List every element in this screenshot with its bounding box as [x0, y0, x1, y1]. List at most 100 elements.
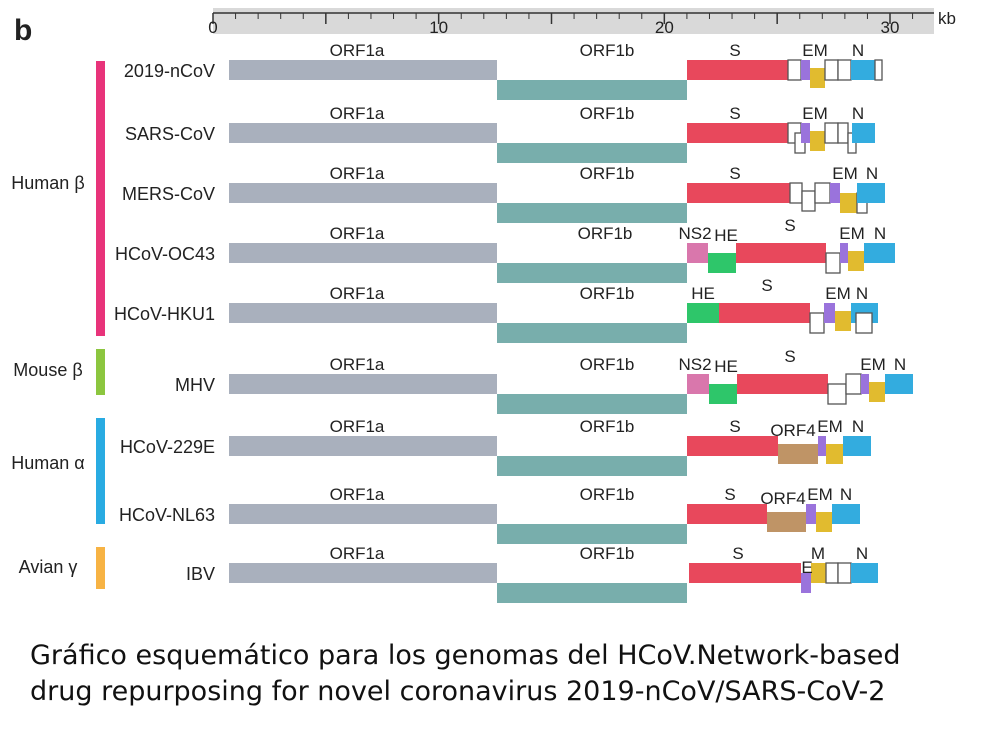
- gene-segment-m-hcov-nl63: [816, 512, 832, 532]
- gene-segment-accessory-hcov-hku1: [809, 312, 825, 334]
- gene-segment-e-mers-cov: [830, 183, 840, 203]
- gene-segment-orf1b-hcov-hku1: [497, 323, 687, 343]
- gene-label-s-hcov-oc43: S: [784, 216, 795, 235]
- gene-segment-e-hcov-nl63: [806, 504, 816, 524]
- gene-label-orf1b-2019-ncov: ORF1b: [580, 41, 635, 60]
- gene-segment-m-ibv: [811, 563, 826, 583]
- gene-segment-s-hcov-nl63: [687, 504, 767, 524]
- gene-segment-accessory-ibv: [837, 562, 852, 584]
- scale-tick-label: 0: [208, 18, 217, 37]
- gene-segment-m-hcov-oc43: [848, 251, 864, 271]
- gene-label-em-sars-cov: EM: [802, 104, 828, 123]
- gene-segment-e-hcov-229e: [818, 436, 826, 456]
- gene-segment-accessory-mers-cov: [801, 190, 816, 212]
- gene-segment-n-hcov-nl63: [832, 504, 860, 524]
- gene-label-s-mhv: S: [784, 347, 795, 366]
- gene-label-s-hcov-hku1: S: [761, 276, 772, 295]
- gene-segment-accessory-2019-ncov: [787, 59, 802, 81]
- group-bar-mouse: [96, 349, 105, 395]
- gene-segment-orf1a-hcov-hku1: [229, 303, 497, 323]
- genome-label-ibv: IBV: [186, 564, 215, 584]
- gene-segment-he-hcov-hku1: [687, 303, 719, 323]
- gene-label-m-ibv: M: [811, 544, 825, 563]
- gene-label-orf1a-ibv: ORF1a: [330, 544, 385, 563]
- gene-segment-orf1a-ibv: [229, 563, 497, 583]
- gene-segment-accessory-hcov-oc43: [825, 252, 841, 274]
- gene-label-n-hcov-nl63: N: [840, 485, 852, 504]
- group-label-mouse: Mouse β: [13, 360, 82, 380]
- gene-segment-s-hcov-oc43: [736, 243, 826, 263]
- gene-segment-orf1a-2019-ncov: [229, 60, 497, 80]
- gene-segment-e-hcov-oc43: [840, 243, 848, 263]
- scale-bar-band: [213, 8, 934, 34]
- gene-label-orf1a-hcov-nl63: ORF1a: [330, 485, 385, 504]
- gene-label-n-mhv: N: [894, 355, 906, 374]
- gene-label-s-mers-cov: S: [729, 164, 740, 183]
- gene-label-n-mers-cov: N: [866, 164, 878, 183]
- gene-label-em-2019-ncov: EM: [802, 41, 828, 60]
- gene-segment-accessory-hcov-hku1: [855, 312, 873, 334]
- gene-label-n-sars-cov: N: [852, 104, 864, 123]
- gene-segment-s-sars-cov: [687, 123, 788, 143]
- gene-label-orf1b-sars-cov: ORF1b: [580, 104, 635, 123]
- panel-letter: b: [14, 14, 33, 47]
- gene-segment-orf1a-hcov-oc43: [229, 243, 497, 263]
- group-bar-human: [96, 418, 105, 524]
- gene-label-orf1a-sars-cov: ORF1a: [330, 104, 385, 123]
- gene-label-e-ibv: E: [801, 558, 812, 577]
- scale-tick-label: 20: [655, 18, 674, 37]
- gene-label-s-hcov-229e: S: [729, 417, 740, 436]
- gene-segment-m-sars-cov: [810, 131, 825, 151]
- gene-label-orf1a-2019-ncov: ORF1a: [330, 41, 385, 60]
- gene-label-em-hcov-oc43: EM: [839, 224, 865, 243]
- gene-segment-s-2019-ncov: [687, 60, 788, 80]
- genome-label-hcov-229e: HCoV-229E: [120, 437, 215, 457]
- gene-segment-orf1a-mers-cov: [229, 183, 497, 203]
- gene-segment-m-hcov-229e: [826, 444, 843, 464]
- gene-segment-m-mers-cov: [840, 193, 857, 213]
- group-label-avian: Avian γ: [19, 557, 78, 577]
- gene-label-orf4-hcov-229e: ORF4: [770, 421, 815, 440]
- gene-segment-n-2019-ncov: [851, 60, 875, 80]
- gene-label-em-hcov-nl63: EM: [807, 485, 833, 504]
- gene-label-s-sars-cov: S: [729, 104, 740, 123]
- gene-segment-n-ibv: [851, 563, 878, 583]
- gene-label-orf1b-mers-cov: ORF1b: [580, 164, 635, 183]
- gene-label-n-2019-ncov: N: [852, 41, 864, 60]
- gene-segment-he-hcov-oc43: [708, 253, 736, 273]
- gene-segment-orf1b-hcov-oc43: [497, 263, 687, 283]
- gene-segment-s-hcov-hku1: [719, 303, 810, 323]
- gene-label-ns2-mhv: NS2: [678, 355, 711, 374]
- gene-segment-s-mers-cov: [687, 183, 790, 203]
- gene-segment-accessory-2019-ncov: [837, 59, 852, 81]
- gene-label-orf1a-mhv: ORF1a: [330, 355, 385, 374]
- gene-segment-orf1b-hcov-nl63: [497, 524, 687, 544]
- gene-label-n-hcov-hku1: N: [856, 284, 868, 303]
- gene-segment-orf1a-sars-cov: [229, 123, 497, 143]
- gene-segment-n-mhv: [885, 374, 913, 394]
- gene-label-n-hcov-229e: N: [852, 417, 864, 436]
- scale-unit-label: kb: [938, 9, 956, 28]
- gene-label-ns2-hcov-oc43: NS2: [678, 224, 711, 243]
- gene-segment-n-mers-cov: [857, 183, 885, 203]
- genome-label-hcov-nl63: HCoV-NL63: [119, 505, 215, 525]
- gene-label-n-hcov-oc43: N: [874, 224, 886, 243]
- group-bar-human: [96, 61, 105, 336]
- scale-tick-label: 30: [881, 18, 900, 37]
- gene-segment-accessory-mhv: [827, 383, 847, 405]
- gene-segment-m-mhv: [869, 382, 885, 402]
- gene-segment-accessory-sars-cov: [824, 122, 839, 144]
- gene-segment-s-ibv: [689, 563, 801, 583]
- gene-label-he-hcov-hku1: HE: [691, 284, 715, 303]
- gene-segment-e-mhv: [861, 374, 869, 394]
- scale-tick-label: 10: [429, 18, 448, 37]
- gene-label-s-ibv: S: [732, 544, 743, 563]
- gene-label-s-2019-ncov: S: [729, 41, 740, 60]
- gene-segment-he-mhv: [709, 384, 737, 404]
- genome-label-sars-cov: SARS-CoV: [125, 124, 215, 144]
- gene-segment-orf4-hcov-229e: [778, 444, 818, 464]
- gene-label-orf1b-hcov-229e: ORF1b: [580, 417, 635, 436]
- gene-segment-orf1b-mhv: [497, 394, 687, 414]
- gene-segment-s-mhv: [737, 374, 828, 394]
- gene-label-orf1a-mers-cov: ORF1a: [330, 164, 385, 183]
